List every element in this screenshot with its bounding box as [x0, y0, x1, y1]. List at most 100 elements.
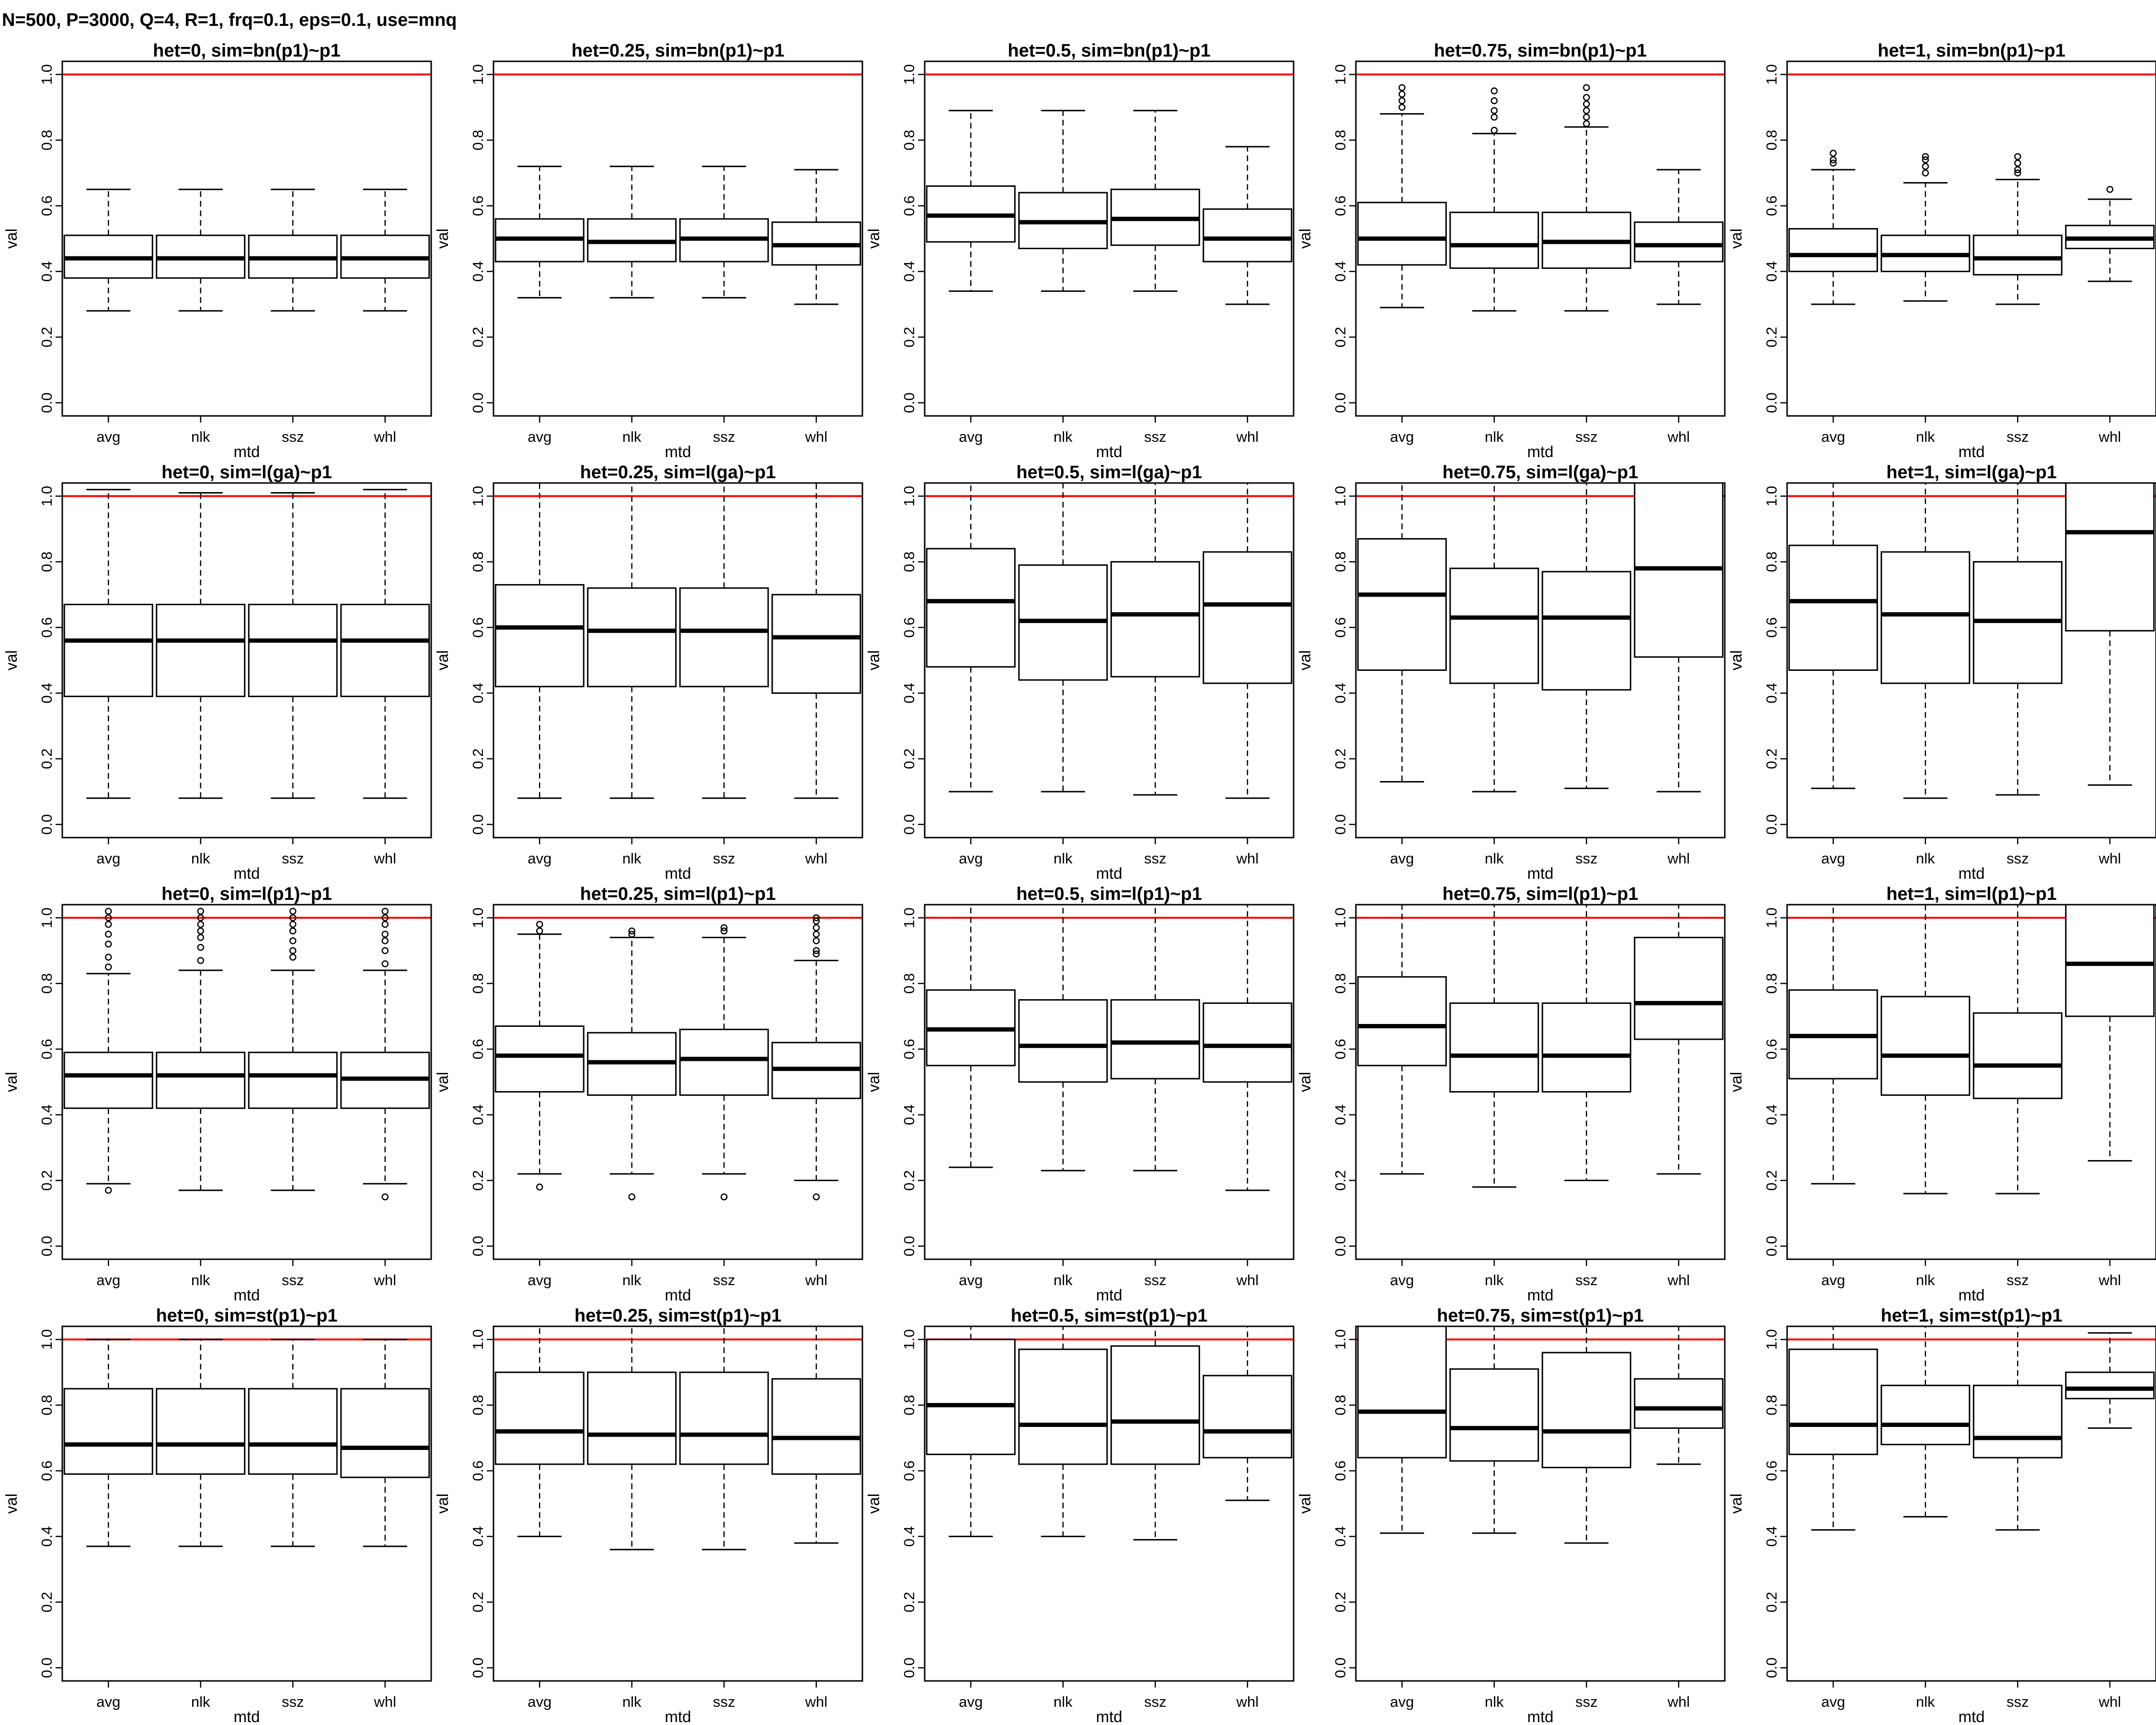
outlier-point: [1583, 107, 1590, 115]
x-axis-label: mtd: [233, 443, 260, 460]
y-tick-label: 0.6: [901, 1039, 917, 1059]
x-axis: avg nlk ssz whl: [959, 1681, 1259, 1710]
box-avg: [926, 1326, 1016, 1538]
x-tick-label: avg: [1821, 850, 1845, 867]
iqr-box: [1788, 228, 1878, 273]
x-axis-label: mtd: [1096, 1286, 1122, 1304]
x-axis: avg nlk ssz whl: [96, 1259, 396, 1288]
y-tick-label: 0.0: [1763, 392, 1780, 413]
outlier-point: [813, 924, 820, 932]
x-tick-label: whl: [804, 1272, 827, 1288]
x-axis-label: mtd: [1958, 443, 1984, 460]
y-tick-label: 0.8: [470, 552, 486, 572]
y-tick-label: 0.8: [901, 130, 917, 150]
outlier-point: [2014, 160, 2021, 167]
panel-11: het=0, sim=l(p1)~p1 0.0 0.2 0.4 0.6 0.8 1.0 val…: [2, 884, 432, 1304]
y-tick-label: 0.2: [901, 1592, 917, 1612]
y-tick-label: 1.0: [38, 64, 55, 85]
outlier-point: [105, 954, 112, 961]
box-nlk: [587, 927, 677, 1201]
x-tick-label: whl: [2098, 428, 2121, 445]
x-tick-label: avg: [528, 1693, 551, 1710]
x-axis: avg nlk ssz whl: [959, 416, 1259, 445]
y-axis: 0.0 0.2 0.4 0.6 0.8 1.0: [470, 908, 493, 1256]
x-tick-label: whl: [1236, 1272, 1259, 1288]
plot-frame: [61, 1325, 432, 1682]
panel-title: het=0.25, sim=l(ga)~p1: [580, 462, 776, 483]
x-tick-label: nlk: [1054, 1693, 1073, 1710]
panel-title: het=0.25, sim=bn(p1)~p1: [572, 41, 785, 61]
x-tick-label: whl: [2098, 1272, 2121, 1288]
box-avg: [63, 908, 153, 1194]
x-axis: avg nlk ssz whl: [959, 838, 1259, 867]
y-tick-label: 0.4: [470, 261, 486, 282]
box-ssz: [1973, 153, 2063, 305]
box-ssz: [248, 188, 338, 312]
box-nlk: [1881, 153, 1971, 302]
panel-2: het=0.25, sim=bn(p1)~p1 0.0 0.2 0.4 0.6 0.8 1.…: [434, 41, 863, 460]
x-tick-label: nlk: [191, 850, 210, 867]
x-tick-label: whl: [2098, 1693, 2121, 1710]
y-tick-label: 0.8: [1332, 1395, 1349, 1415]
y-axis: 0.0 0.2 0.4 0.6 0.8 1.0: [901, 486, 925, 835]
x-axis-label: mtd: [1958, 1708, 1984, 1725]
x-tick-label: ssz: [1144, 1272, 1167, 1288]
y-axis-label: val: [1296, 1072, 1314, 1092]
y-axis-label: val: [865, 1072, 883, 1092]
box-avg: [926, 110, 1016, 292]
y-tick-label: 0.0: [38, 1236, 55, 1256]
y-axis-label: val: [1296, 1494, 1314, 1514]
x-axis-label: mtd: [1527, 1286, 1553, 1304]
iqr-box: [1357, 538, 1447, 671]
y-tick-label: 0.8: [470, 1395, 486, 1415]
box-nlk: [1018, 483, 1108, 793]
outlier-point: [1491, 107, 1498, 115]
box-avg: [63, 188, 153, 312]
x-axis-label: mtd: [665, 443, 691, 460]
y-tick-label: 0.8: [38, 552, 55, 572]
iqr-box: [156, 1388, 246, 1475]
x-axis: avg nlk ssz whl: [96, 416, 396, 445]
x-tick-label: whl: [1667, 1272, 1690, 1288]
y-tick-label: 0.4: [1332, 683, 1349, 703]
y-tick-label: 0.2: [901, 1170, 917, 1191]
y-tick-label: 1.0: [38, 486, 55, 506]
outlier-point: [381, 960, 389, 967]
box-nlk: [1881, 905, 1971, 1195]
y-tick-label: 1.0: [1763, 908, 1780, 928]
outlier-point: [197, 943, 204, 951]
y-tick-label: 1.0: [901, 64, 917, 85]
x-axis: avg nlk ssz whl: [1821, 838, 2121, 867]
panel-title: het=0.5, sim=st(p1)~p1: [1011, 1306, 1208, 1326]
y-tick-label: 0.0: [38, 392, 55, 413]
box-avg: [1357, 1326, 1447, 1534]
outlier-point: [197, 908, 204, 915]
outlier-point: [105, 940, 112, 948]
panel-title: het=0.75, sim=l(p1)~p1: [1443, 884, 1639, 904]
box-whl: [1634, 483, 1724, 793]
x-tick-label: nlk: [622, 1272, 642, 1288]
x-tick-label: whl: [1236, 428, 1259, 445]
x-tick-label: avg: [96, 1693, 120, 1710]
x-tick-label: nlk: [191, 1693, 210, 1710]
iqr-box: [1788, 544, 1878, 671]
y-tick-label: 0.0: [38, 814, 55, 835]
panel-title: het=0.5, sim=l(ga)~p1: [1016, 462, 1202, 483]
box-nlk: [1449, 1326, 1539, 1534]
x-tick-label: whl: [2098, 850, 2121, 867]
outlier-point: [813, 947, 820, 954]
x-axis-label: mtd: [233, 864, 260, 882]
outlier-point: [1830, 156, 1837, 163]
x-tick-label: ssz: [282, 850, 304, 867]
box-ssz: [1541, 905, 1631, 1182]
panel-title: het=0.5, sim=l(p1)~p1: [1016, 884, 1202, 904]
y-axis: 0.0 0.2 0.4 0.6 0.8 1.0: [1763, 1329, 1787, 1678]
y-tick-label: 0.4: [1763, 261, 1780, 282]
x-axis-label: mtd: [233, 1286, 260, 1304]
box-nlk: [1449, 483, 1539, 793]
x-tick-label: avg: [1390, 428, 1414, 445]
iqr-box: [1018, 999, 1108, 1083]
y-tick-label: 0.6: [470, 617, 486, 638]
y-axis: 0.0 0.2 0.4 0.6 0.8 1.0: [38, 908, 62, 1256]
